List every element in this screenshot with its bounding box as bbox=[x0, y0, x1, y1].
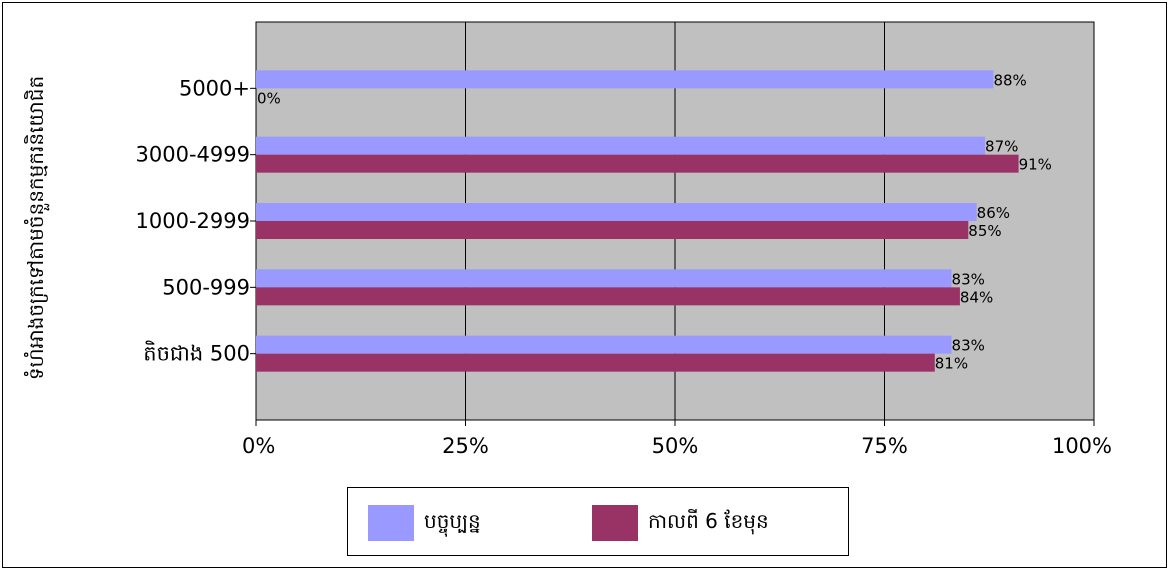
bar-six-months-ago bbox=[256, 353, 935, 372]
bar-current bbox=[256, 70, 994, 89]
x-tick-label: 100% bbox=[1052, 434, 1112, 458]
legend-swatch-current bbox=[368, 505, 414, 541]
bar-six-months-ago bbox=[256, 154, 1019, 173]
data-label: 87% bbox=[985, 138, 1018, 156]
data-label: 88% bbox=[993, 71, 1026, 89]
legend: បច្ចុប្បន្ន កាលពី 6 ខែមុន bbox=[347, 487, 849, 556]
data-label: 0% bbox=[257, 89, 281, 107]
bar-six-months-ago bbox=[256, 221, 969, 239]
data-label: 81% bbox=[935, 355, 968, 373]
y-tick-label: 5000+ bbox=[179, 76, 250, 100]
x-tick-label: 75% bbox=[861, 434, 908, 458]
y-tick-label: តិចជាង 500 bbox=[143, 341, 250, 366]
y-axis-label: ទំហំអាងចក្រទៅតាមចំនួនកម្មករនិយោជិត bbox=[23, 76, 50, 380]
data-label: 91% bbox=[1019, 156, 1052, 174]
data-label: 84% bbox=[960, 288, 993, 306]
legend-label-six-months-ago: កាលពី 6 ខែមុន bbox=[648, 509, 769, 533]
x-tick-label: 25% bbox=[442, 434, 489, 458]
legend-item-current: បច្ចុប្បន្ន bbox=[368, 505, 481, 541]
x-tick-label: 50% bbox=[652, 434, 699, 458]
bar-six-months-ago bbox=[256, 287, 960, 306]
bar-current bbox=[256, 335, 952, 354]
data-label: 86% bbox=[977, 204, 1010, 222]
legend-swatch-six-months-ago bbox=[592, 505, 638, 541]
data-label: 85% bbox=[968, 222, 1001, 240]
bar-current bbox=[256, 136, 986, 155]
legend-item-six-months-ago: កាលពី 6 ខែមុន bbox=[592, 505, 769, 541]
bar-current bbox=[256, 203, 977, 221]
y-tick-label: 1000-2999 bbox=[136, 209, 250, 233]
x-tick-label: 0% bbox=[242, 434, 275, 458]
data-label: 83% bbox=[952, 337, 985, 355]
legend-label-current: បច្ចុប្បន្ន bbox=[424, 509, 481, 533]
bar-current bbox=[256, 269, 952, 288]
y-tick-label: 500-999 bbox=[162, 275, 250, 299]
y-tick-label: 3000-4999 bbox=[136, 143, 250, 167]
data-label: 83% bbox=[952, 270, 985, 288]
